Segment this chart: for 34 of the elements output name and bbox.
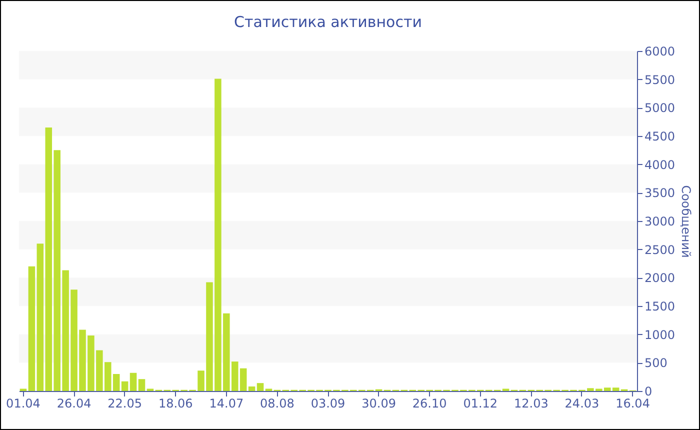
bar <box>256 383 264 391</box>
y-tick-label: 1000 <box>644 328 676 342</box>
y-tick-label: 5500 <box>644 72 676 87</box>
x-tick-label: 18.06 <box>158 396 193 410</box>
y-tick-label: 500 <box>644 356 668 370</box>
y-tick-label: 2500 <box>644 242 676 257</box>
y-tick-label: 5000 <box>644 101 676 116</box>
x-tick-label: 26.10 <box>412 396 447 410</box>
chart-title: Статистика активности <box>234 13 422 31</box>
x-tick-label: 24.03 <box>564 396 600 410</box>
x-tick-label: 30.09 <box>362 396 396 410</box>
y-tick-label: 2000 <box>644 271 676 286</box>
y-tick-label: 3000 <box>644 214 676 228</box>
y-axis-title: Сообщений <box>679 185 694 258</box>
bar <box>28 266 36 391</box>
x-tick-label: 12.03 <box>514 396 548 410</box>
y-tick-label: 4000 <box>644 158 676 172</box>
bar <box>121 381 128 391</box>
x-tick-label: 22.05 <box>108 396 142 410</box>
y-tick-label: 0 <box>644 384 652 398</box>
x-tick-label: 03.09 <box>310 396 346 410</box>
x-tick-label: 01.04 <box>6 396 40 410</box>
y-tick-label: 4500 <box>644 130 676 144</box>
x-tick-label: 01.12 <box>463 396 498 410</box>
y-tick-label: 6000 <box>644 44 676 58</box>
bar <box>130 372 137 391</box>
x-tick-label: 08.08 <box>260 396 294 410</box>
y-tick-label: 1500 <box>644 300 676 314</box>
y-tick-label: 3500 <box>644 186 676 200</box>
x-tick-label: 26.04 <box>56 396 92 410</box>
x-tick-label: 16.04 <box>616 396 650 410</box>
bar <box>138 379 146 391</box>
bar <box>248 386 256 391</box>
x-tick-label: 14.07 <box>209 396 244 410</box>
